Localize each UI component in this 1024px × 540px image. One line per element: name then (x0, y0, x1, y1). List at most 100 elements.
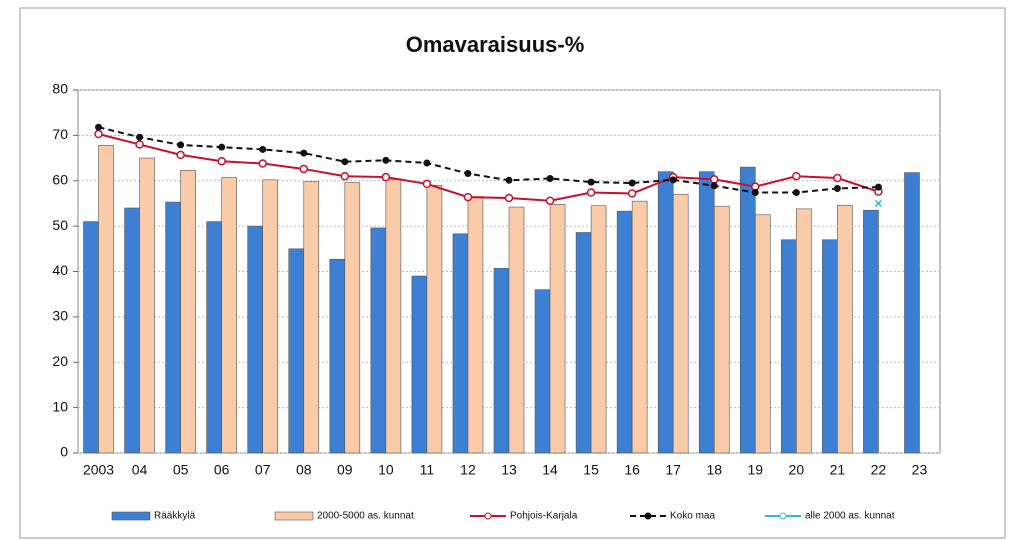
marker (218, 143, 226, 151)
y-tick-label: 50 (52, 217, 68, 233)
bar (575, 232, 592, 454)
bar (344, 182, 361, 454)
marker (95, 123, 103, 131)
x-tick-label: 22 (871, 462, 887, 478)
legend-label: 2000-5000 as. kunnat (317, 511, 414, 522)
bar (385, 179, 402, 454)
y-tick-label: 60 (52, 171, 68, 187)
legend-label: Koko maa (670, 511, 715, 522)
marker (217, 156, 226, 166)
bar (426, 184, 443, 454)
y-tick-label: 10 (52, 398, 68, 414)
marker (135, 140, 144, 149)
legend-marker (644, 512, 652, 520)
bar (98, 145, 114, 454)
marker (710, 182, 718, 190)
legend-label: Rääkkylä (154, 511, 196, 522)
y-tick-label: 70 (52, 126, 68, 142)
bar (508, 206, 525, 454)
marker (464, 169, 472, 177)
marker (340, 171, 350, 181)
x-tick-label: 12 (460, 462, 476, 478)
bar (672, 194, 689, 454)
bar (739, 166, 756, 454)
line (98, 133, 879, 202)
bar (713, 205, 730, 454)
marker (422, 179, 432, 189)
marker (463, 192, 473, 202)
bar (165, 201, 181, 454)
marker (627, 189, 637, 198)
marker (628, 179, 636, 187)
bar (698, 171, 715, 454)
x-tick-label: 04 (132, 462, 148, 478)
marker (299, 164, 309, 174)
x-tick-label: 13 (501, 462, 517, 478)
legend-marker (484, 512, 492, 520)
bar (124, 207, 140, 454)
bar (303, 181, 320, 454)
x-tick-label: 20 (789, 462, 805, 478)
bar (180, 170, 196, 454)
chart-title: Omavaraisuus-% (406, 32, 585, 57)
marker (505, 176, 513, 184)
marker (792, 171, 801, 181)
bar (411, 275, 428, 454)
bar (904, 172, 920, 454)
bar (616, 210, 633, 454)
legend-swatch (274, 511, 314, 521)
marker (258, 159, 267, 168)
bar (781, 239, 797, 454)
marker (545, 196, 555, 205)
bar (247, 225, 264, 454)
marker (874, 199, 882, 207)
bar (631, 200, 648, 454)
x-tick-label: 09 (337, 462, 353, 478)
bar (370, 227, 387, 454)
y-tick-label: 40 (52, 262, 68, 278)
x-tick-label: 17 (665, 462, 681, 478)
bar (822, 239, 838, 454)
legend-marker (779, 512, 787, 520)
marker (669, 176, 677, 184)
bar (288, 248, 305, 454)
marker (751, 189, 759, 197)
x-tick-label: 23 (912, 462, 928, 478)
line (98, 126, 879, 194)
x-tick-label: 07 (255, 462, 271, 478)
bar (139, 157, 155, 454)
bar (534, 289, 551, 454)
marker (423, 159, 431, 167)
marker (709, 175, 719, 184)
legend-label: Pohjois-Karjala (510, 511, 578, 522)
marker (504, 193, 514, 203)
x-tick-label: 16 (624, 462, 640, 478)
x-tick-label: 08 (296, 462, 312, 478)
marker (259, 145, 267, 153)
marker (341, 158, 349, 166)
bar (549, 204, 566, 454)
marker (177, 141, 185, 149)
bar (837, 204, 853, 454)
marker (586, 188, 596, 197)
marker (136, 133, 144, 141)
marker (176, 150, 185, 160)
x-tick-label: 21 (830, 462, 846, 478)
bar (221, 177, 237, 454)
marker (94, 129, 103, 139)
bar (796, 208, 812, 454)
marker (546, 174, 554, 182)
x-tick-label: 15 (583, 462, 599, 478)
bar (452, 233, 469, 454)
x-tick-label: 06 (214, 462, 230, 478)
y-tick-label: 20 (52, 353, 68, 369)
x-tick-label: 10 (378, 462, 394, 478)
x-tick-label: 05 (173, 462, 189, 478)
bar (329, 258, 346, 454)
x-tick-label: 14 (542, 462, 558, 478)
marker (382, 156, 390, 164)
marker (300, 149, 308, 157)
bar (262, 179, 279, 454)
bar (863, 209, 879, 454)
